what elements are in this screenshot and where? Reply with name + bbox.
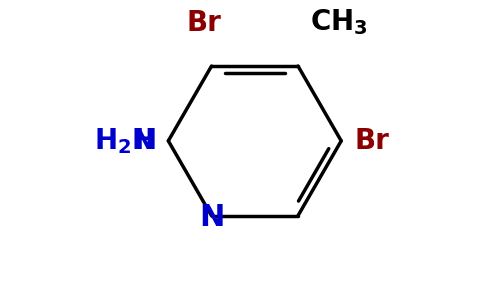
Text: $\mathregular{H_2N}$: $\mathregular{H_2N}$ (94, 126, 154, 156)
Text: N: N (199, 203, 224, 232)
Text: H: H (134, 127, 156, 155)
Text: Br: Br (355, 127, 390, 155)
Text: Br: Br (186, 8, 221, 37)
Text: $\mathregular{CH_3}$: $\mathregular{CH_3}$ (310, 7, 368, 37)
